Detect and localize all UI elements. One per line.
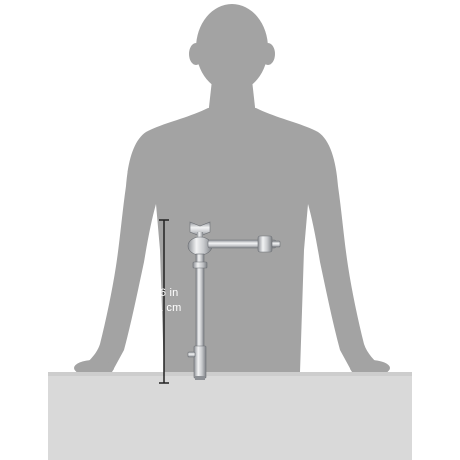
height-measure-bar bbox=[159, 219, 169, 384]
person-silhouette bbox=[74, 4, 390, 376]
table-surface bbox=[48, 372, 412, 460]
dimension-inches-label: 16 in bbox=[153, 287, 179, 299]
dimension-centimeters-label: 41 cm bbox=[150, 302, 182, 314]
chrome-arm-clamp bbox=[187, 221, 281, 380]
